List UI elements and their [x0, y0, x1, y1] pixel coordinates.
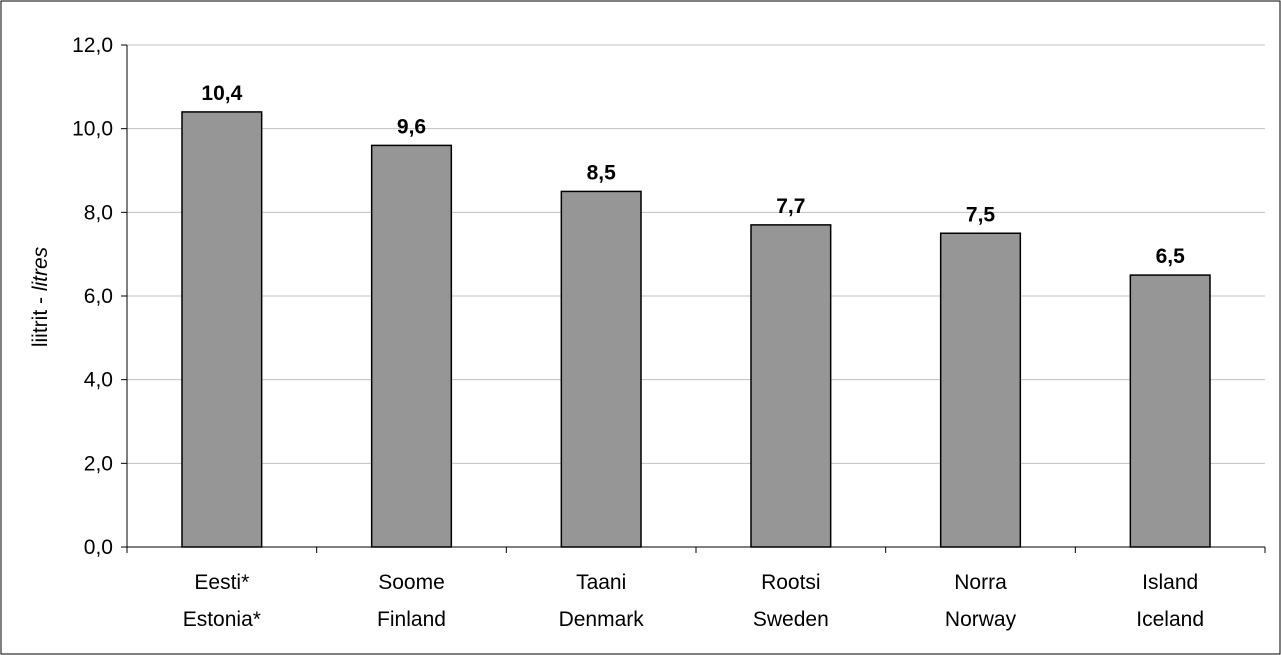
y-axis-title: liitrit - litres [29, 246, 52, 347]
grid-lines [127, 44, 1265, 464]
x-category-labels: Eesti* Estonia* Soome Finland Taani Denmark Ro… [183, 571, 1204, 631]
y-tick-label: 4,0 [84, 369, 113, 392]
x-category-label: Taani [576, 571, 626, 594]
y-tick-label: 2,0 [84, 452, 113, 475]
y-axis-title-italic: litres [29, 246, 52, 291]
x-category-label: Norra [954, 571, 1007, 594]
bar [1129, 274, 1211, 548]
bar [560, 190, 642, 548]
x-category-label: Denmark [559, 608, 645, 631]
bar [370, 144, 453, 548]
y-tick-label: 6,0 [84, 285, 113, 308]
x-category-label: Rootsi [761, 571, 821, 594]
data-label: 9,6 [397, 115, 426, 138]
bar [181, 111, 263, 548]
x-category-label: Finland [377, 608, 446, 631]
x-category-label: Norway [945, 608, 1017, 631]
bar [939, 232, 1022, 548]
x-category-label: Sweden [753, 608, 829, 631]
y-tick-label: 0,0 [84, 536, 113, 559]
x-category-label: Island [1142, 571, 1198, 594]
data-label: 10,4 [201, 82, 242, 105]
x-category-label: Iceland [1136, 608, 1204, 631]
bar [750, 224, 832, 548]
x-category-label: Eesti* [194, 571, 249, 594]
y-tick-label: 12,0 [72, 34, 113, 57]
data-label: 8,5 [587, 161, 617, 184]
y-tick-label: 10,0 [72, 118, 113, 141]
y-tick-label: 8,0 [84, 201, 113, 224]
y-axis-title-main: liitrit - [29, 291, 52, 347]
bars [181, 111, 1211, 548]
data-labels: 10,4 9,6 8,5 7,7 7,5 6,5 [201, 82, 1185, 268]
data-label: 6,5 [1156, 245, 1186, 268]
x-category-label: Estonia* [183, 608, 261, 631]
x-category-label: Soome [378, 571, 445, 594]
axes [121, 44, 1266, 553]
data-label: 7,5 [966, 203, 996, 226]
data-label: 7,7 [776, 195, 805, 218]
y-tick-labels: 0,0 2,0 4,0 6,0 8,0 10,0 12,0 [72, 34, 113, 559]
